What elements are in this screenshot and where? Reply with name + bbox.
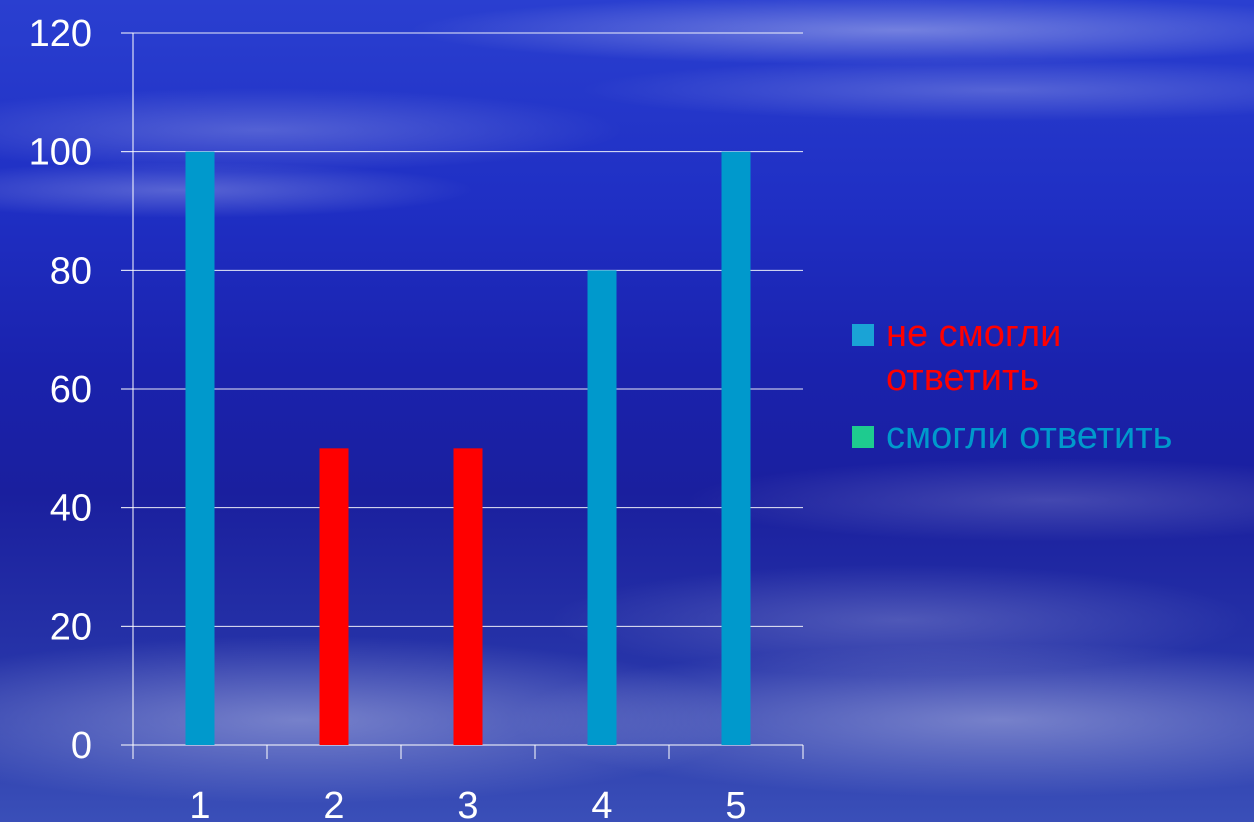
legend-item-answered: смогли ответить [852, 414, 1172, 458]
y-tick-label-80: 80 [50, 250, 92, 292]
x-tick-label-2: 2 [323, 785, 344, 822]
legend: не смогли ответить смогли ответить [852, 312, 1172, 472]
bar-3 [453, 448, 483, 745]
y-tick-label-60: 60 [50, 369, 92, 411]
x-tick-label-4: 4 [591, 785, 612, 822]
y-tick-label-100: 100 [29, 132, 92, 174]
bar-2 [319, 448, 349, 745]
legend-label-not-answered: не смогли ответить [886, 313, 1062, 399]
x-tick-label-1: 1 [189, 785, 210, 822]
legend-item-not-answered: не смогли ответить [852, 312, 1172, 400]
y-tick-label-20: 20 [50, 606, 92, 648]
bar-4 [587, 270, 617, 745]
y-tick-label-120: 120 [29, 13, 92, 55]
x-tick-label-5: 5 [725, 785, 746, 822]
x-tick-label-3: 3 [457, 785, 478, 822]
legend-swatch-answered [852, 426, 874, 448]
bar-5 [721, 151, 751, 745]
y-tick-label-0: 0 [71, 725, 92, 767]
bar-1 [185, 151, 215, 745]
legend-label-answered: смогли ответить [886, 415, 1173, 457]
y-tick-label-40: 40 [50, 488, 92, 530]
legend-swatch-not-answered [852, 324, 874, 346]
